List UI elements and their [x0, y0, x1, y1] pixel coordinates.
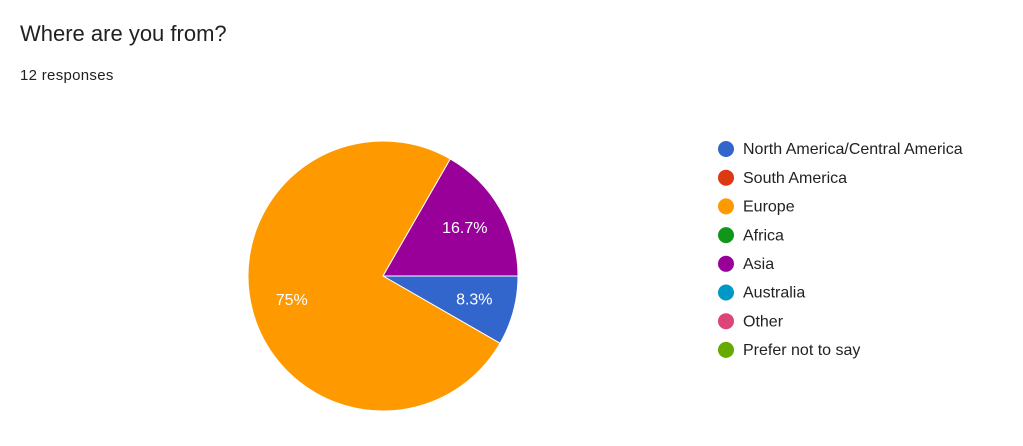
pie-slice	[247, 140, 501, 412]
value-label: 8.3%	[456, 292, 492, 309]
chart-title: Where are you from?	[20, 21, 227, 46]
legend-swatch	[718, 313, 734, 330]
legend-label: South America	[743, 170, 847, 187]
legend-label: Prefer not to say	[743, 342, 860, 359]
legend-swatch	[718, 227, 734, 244]
legend-swatch	[718, 255, 734, 272]
legend-label: Australia	[743, 285, 805, 302]
legend-swatch	[718, 341, 734, 358]
legend-swatch	[718, 198, 734, 215]
legend-label: Europe	[743, 199, 795, 216]
chart-subtitle: 12 responses	[20, 67, 114, 84]
value-label: 75%	[276, 292, 308, 309]
legend-label: North America/Central America	[743, 141, 963, 158]
legend-label: Africa	[743, 227, 784, 244]
legend-label: Asia	[743, 256, 774, 273]
value-label: 16.7%	[442, 220, 487, 237]
legend-swatch	[718, 141, 734, 157]
legend-label: Other	[743, 313, 784, 330]
legend-swatch	[718, 284, 734, 301]
legend-swatch	[718, 169, 734, 186]
pie-slice	[382, 158, 519, 277]
